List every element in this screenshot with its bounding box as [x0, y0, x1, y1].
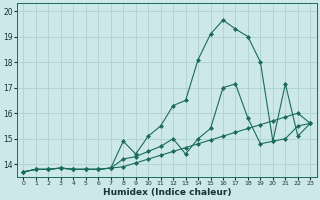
X-axis label: Humidex (Indice chaleur): Humidex (Indice chaleur)	[103, 188, 231, 197]
